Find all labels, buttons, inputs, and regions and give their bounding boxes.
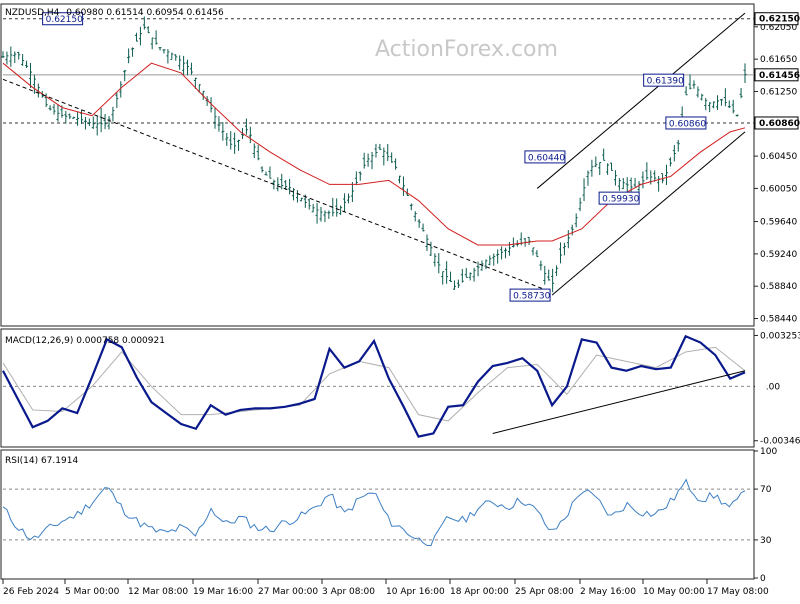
price-badge-label: 0.60860 [759,119,800,129]
swing-label-text: 0.60860 [669,119,706,129]
ohlc-readout: 0.60980 0.61514 0.60954 0.61456 [66,8,224,18]
swing-label-text: 0.60440 [528,153,565,163]
price-tick-label: 0.59240 [760,250,797,260]
price-badge [754,116,799,130]
time-tick-label: 18 Apr 00:00 [450,587,509,597]
time-tick-label: 10 Apr 16:00 [386,587,445,597]
swing-label-box [665,116,707,130]
time-tick-label: 19 Mar 16:00 [193,587,253,597]
macd-series [2,334,746,438]
macd-panel-frame [0,328,755,448]
swing-label-box [509,288,551,302]
rsi-tick-label: 70 [760,485,772,495]
price-tick-label: 0.58840 [760,282,797,292]
time-tick-label: 27 Mar 00:00 [258,587,318,597]
macd-trendline [492,370,746,434]
time-axis: 26 Feb 2024 5 Mar 00:00 12 Mar 08:00 19 Mar… [2,579,769,597]
rsi-series [2,478,746,547]
trend-channel [2,12,746,296]
candlestick-series [1,16,747,293]
time-tick-label: 3 Apr 08:00 [322,587,375,597]
rsi-axis: 100 70 30 0 [754,447,777,584]
rsi-line [2,478,746,547]
time-tick-label: 12 Mar 08:00 [128,587,188,597]
macd-line [2,334,746,438]
swing-label-text: 0.58730 [513,292,550,302]
macd-badge [755,380,765,393]
swing-label-text: 0.59930 [602,195,639,205]
price-panel-frame [0,3,755,327]
rsi-title: RSI(14) 67.1914 [5,456,78,466]
swing-label-text: 0.61390 [647,77,684,87]
time-tick-label: 10 May 00:00 [643,587,705,597]
ma-line [2,62,746,246]
rsi-panel-frame [0,449,755,580]
price-badge-label: 0.62150 [759,15,800,25]
time-tick-label: 2 May 16:00 [580,587,636,597]
channel-lower-line [551,131,746,296]
symbol-timeframe: NZDUSD,H4 [5,8,60,18]
swing-label-text: 0.62150 [46,15,83,25]
time-tick-label: 5 Mar 00:00 [65,587,120,597]
rsi-tick-label: 100 [760,447,777,457]
price-panel-title: NZDUSD,H4 0.60980 0.61514 0.60954 0.6145… [5,8,224,18]
macd-axis: 0.003253 0.00 -0.003465 [754,331,800,447]
time-tick-label: 26 Feb 2024 [3,587,59,597]
swing-label-box [42,12,84,26]
price-reference-lines [3,18,754,124]
price-tick-label: 0.60450 [760,152,797,162]
time-tick-label: 25 Apr 08:00 [515,587,574,597]
price-badge [754,12,799,26]
price-tick-label: 0.60050 [760,184,797,194]
swing-label-box [598,191,640,205]
rsi-tick-label: 30 [760,536,772,546]
channel-upper-line [536,12,746,189]
macd-tick-label: 0.00 [760,382,780,392]
macd-tick-label: -0.003465 [760,437,800,447]
price-axis: 0.620500.616500.612500.608500.604500.600… [754,12,800,325]
price-badge [754,68,799,82]
swing-labels: 0.62150 0.60440 0.58730 0.61390 0.59930 0.608… [42,12,707,302]
macd-tick-label: 0.003253 [760,331,800,341]
price-tick-label: 0.61650 [760,55,797,65]
macd-title: MACD(12,26,9) 0.000758 0.000921 [5,336,165,346]
price-badge-label: 0.61456 [759,71,800,81]
moving-average-series [2,62,746,246]
rsi-tick-label: 0 [760,574,766,584]
price-tick-label: 0.58440 [760,315,797,325]
price-tick-label: 0.61250 [760,87,797,97]
price-tick-label: 0.59640 [760,218,797,228]
price-tick-label: 0.62050 [760,23,797,33]
swing-label-box [643,73,685,87]
rsi-levels [3,488,754,541]
time-tick-label: 17 May 08:00 [707,587,769,597]
falling-trendline [2,78,545,290]
watermark: ActionForex.com [375,37,558,62]
swing-label-box [524,150,566,164]
